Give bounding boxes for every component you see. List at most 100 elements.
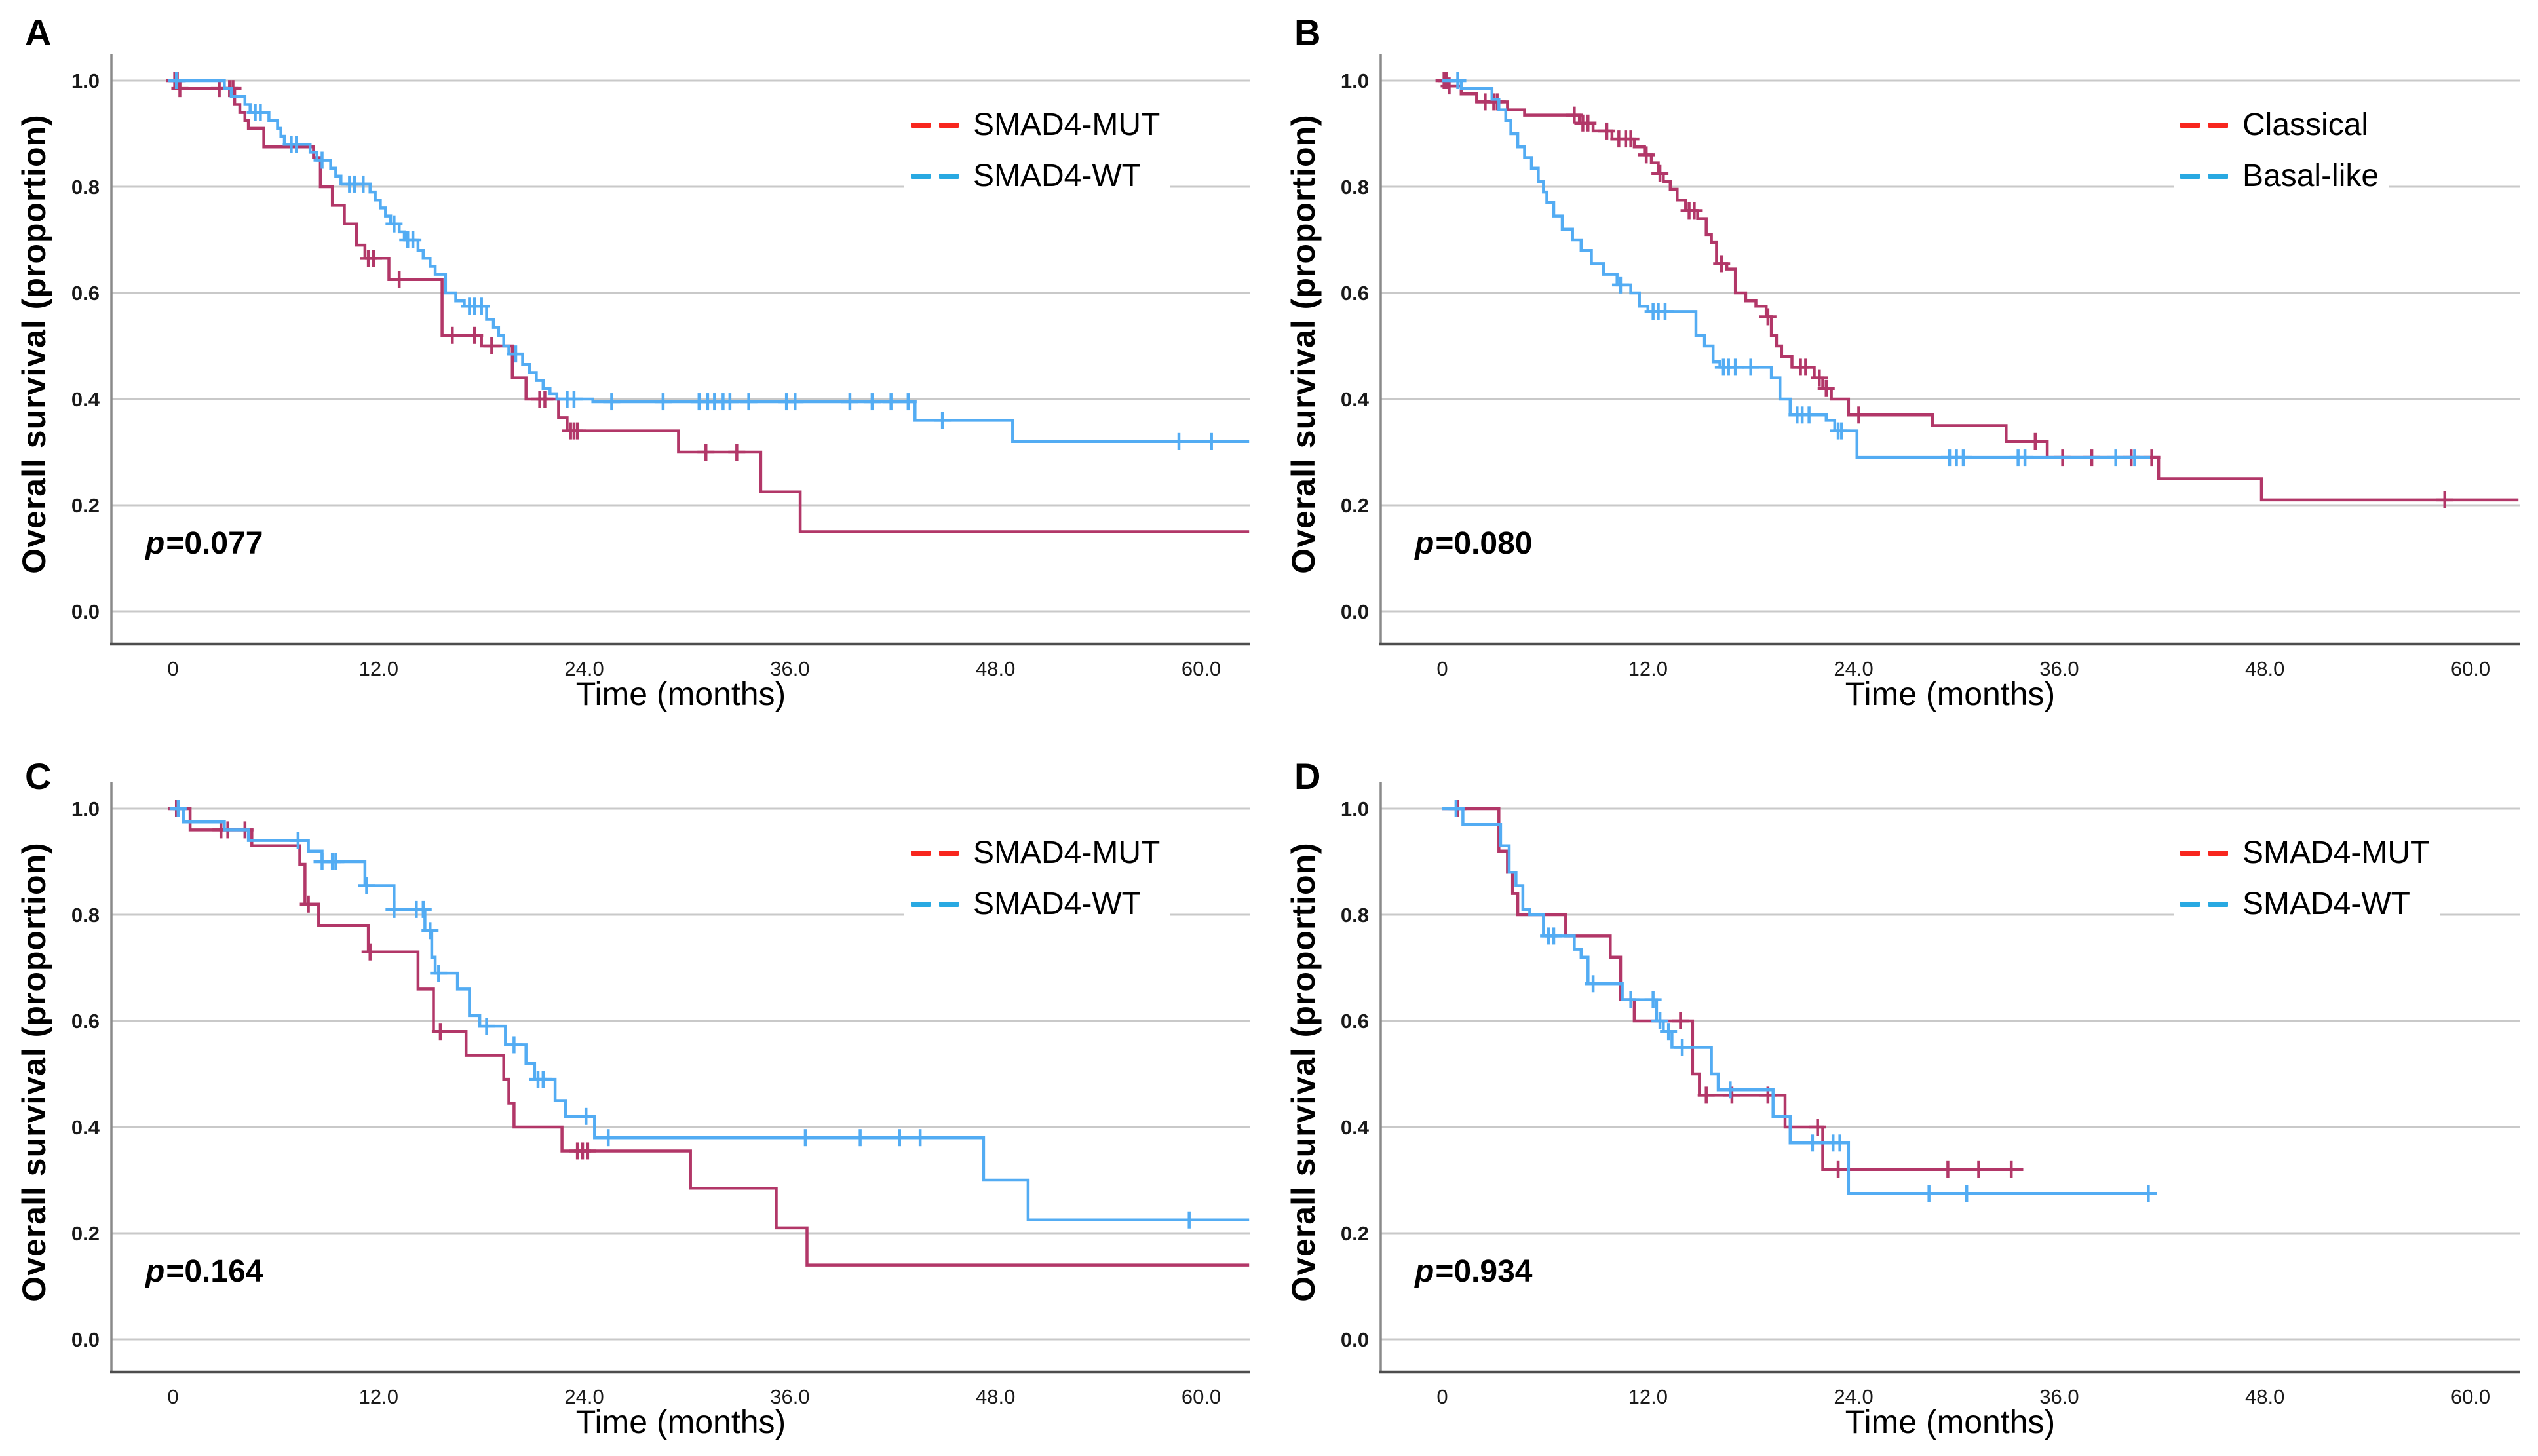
- legend-label: Basal-like: [2242, 159, 2379, 193]
- y-tick-label: 0.8: [1341, 176, 1369, 199]
- y-tick-label: 0.2: [71, 1222, 100, 1245]
- x-tick-label: 24.0: [1834, 657, 1873, 680]
- km-curve-smad4-mut: [173, 79, 1250, 533]
- x-tick-label: 48.0: [976, 657, 1015, 680]
- km-curve-smad4-wt: [173, 79, 1250, 444]
- x-tick-label: 12.0: [1628, 657, 1668, 680]
- y-tick-label: 1.0: [71, 797, 100, 820]
- y-tick-label: 0.6: [1341, 282, 1369, 305]
- y-tick-label: 0.0: [71, 600, 100, 623]
- panel-letter: D: [1294, 756, 1321, 797]
- x-tick-label: 36.0: [770, 1385, 809, 1408]
- legend-item: SMAD4-MUT: [911, 828, 1160, 879]
- km-plot-c: 0.0 0.2 0.4 0.6 0.8 1.0 0 12.0 24.0 36.0 48.0 60.0: [71, 782, 1250, 1408]
- legend-swatch-red-dash-icon: [2180, 123, 2228, 128]
- p-symbol: p: [1415, 1254, 1434, 1289]
- km-curve-smad4-wt: [173, 807, 1250, 1222]
- legend-item: SMAD4-WT: [2180, 879, 2429, 930]
- x-axis-label: Time (months): [1845, 676, 2056, 712]
- y-tick-label: 0.8: [71, 904, 100, 927]
- y-axis-label: Overall survival (proportion): [1285, 114, 1322, 574]
- y-tick-label: 0.8: [71, 176, 100, 199]
- legend-swatch-blue-dash-icon: [911, 174, 959, 179]
- x-tick-label: 36.0: [770, 657, 809, 680]
- y-tick-label: 0.6: [1341, 1010, 1369, 1033]
- p-value: p=0.934: [1415, 1254, 1532, 1290]
- legend-label: SMAD4-WT: [2242, 887, 2410, 921]
- legend-swatch-blue-dash-icon: [2180, 902, 2228, 907]
- y-tick-label: 1.0: [1341, 69, 1369, 92]
- legend-item: SMAD4-WT: [911, 151, 1160, 202]
- legend-label: SMAD4-MUT: [2242, 835, 2430, 870]
- y-tick-label: 0.0: [1341, 600, 1369, 623]
- x-tick-label: 60.0: [1182, 657, 1221, 680]
- legend-label: Classical: [2242, 107, 2369, 142]
- legend-swatch-red-dash-icon: [2180, 851, 2228, 856]
- panel-letter: A: [25, 12, 52, 53]
- x-tick-label: 48.0: [2245, 657, 2284, 680]
- y-tick-label: 0.2: [1341, 1222, 1369, 1245]
- y-tick-label: 0.6: [71, 1010, 100, 1033]
- legend: SMAD4-MUT SMAD4-WT: [904, 97, 1171, 207]
- p-value: p=0.164: [145, 1254, 263, 1290]
- y-tick-label: 0.6: [71, 282, 100, 305]
- x-tick-label: 60.0: [1182, 1385, 1221, 1408]
- legend: SMAD4-MUT SMAD4-WT: [904, 825, 1171, 935]
- panel-a: 0.0 0.2 0.4 0.6 0.8 1.0 0 12.0 24.0 36.0 48.0 60.0 …: [0, 0, 1269, 728]
- x-tick-label: 24.0: [564, 1385, 604, 1408]
- legend-label: SMAD4-MUT: [973, 107, 1161, 142]
- km-plot-b: 0.0 0.2 0.4 0.6 0.8 1.0 0 12.0 24.0 36.0 48.0 60.0: [1341, 54, 2520, 680]
- y-tick-label: 0.8: [1341, 904, 1369, 927]
- legend: SMAD4-MUT SMAD4-WT: [2174, 825, 2440, 935]
- legend-item: SMAD4-MUT: [2180, 828, 2429, 879]
- x-tick-label: 24.0: [564, 657, 604, 680]
- x-tick-label: 48.0: [976, 1385, 1015, 1408]
- y-tick-label: 0.4: [71, 1116, 100, 1139]
- panel-b: 0.0 0.2 0.4 0.6 0.8 1.0 0 12.0 24.0 36.0 48.0 60.0 …: [1269, 0, 2538, 728]
- p-symbol: p: [145, 1254, 165, 1289]
- x-tick-label: 24.0: [1834, 1385, 1873, 1408]
- x-tick-label: 12.0: [359, 657, 398, 680]
- legend-item: SMAD4-MUT: [911, 100, 1160, 151]
- y-tick-label: 0.0: [1341, 1328, 1369, 1351]
- y-tick-label: 0.0: [71, 1328, 100, 1351]
- km-curve-basal-like: [1442, 79, 2150, 459]
- legend-item: Basal-like: [2180, 151, 2379, 202]
- km-curve-smad4-wt: [1442, 807, 2154, 1195]
- x-tick-label: 0: [167, 1385, 178, 1408]
- x-tick-label: 0: [167, 657, 178, 680]
- x-axis-label: Time (months): [1845, 1404, 2056, 1440]
- legend-item: SMAD4-WT: [911, 879, 1160, 930]
- km-curve-smad4-mut: [1442, 807, 2024, 1172]
- y-axis-label: Overall survival (proportion): [16, 842, 52, 1302]
- x-axis-label: Time (months): [575, 676, 786, 712]
- p-number: =0.934: [1435, 1254, 1533, 1289]
- y-tick-label: 0.4: [71, 388, 100, 411]
- y-tick-label: 1.0: [1341, 797, 1369, 820]
- km-plot-a: 0.0 0.2 0.4 0.6 0.8 1.0 0 12.0 24.0 36.0 48.0 60.0: [71, 54, 1250, 680]
- legend-label: SMAD4-MUT: [973, 835, 1161, 870]
- p-number: =0.164: [166, 1254, 263, 1289]
- panel-c: 0.0 0.2 0.4 0.6 0.8 1.0 0 12.0 24.0 36.0 48.0 60.0 …: [0, 728, 1269, 1456]
- y-axis-label: Overall survival (proportion): [16, 114, 52, 574]
- x-tick-label: 12.0: [1628, 1385, 1668, 1408]
- x-tick-label: 60.0: [2451, 657, 2490, 680]
- panel-letter: C: [25, 756, 52, 797]
- x-tick-label: 36.0: [2039, 657, 2079, 680]
- y-tick-label: 0.4: [1341, 388, 1370, 411]
- legend: Classical Basal-like: [2174, 97, 2390, 207]
- x-tick-label: 60.0: [2451, 1385, 2490, 1408]
- x-axis-label: Time (months): [575, 1404, 786, 1440]
- p-value: p=0.077: [145, 526, 263, 562]
- km-plot-d: 0.0 0.2 0.4 0.6 0.8 1.0 0 12.0 24.0 36.0 48.0 60.0: [1341, 782, 2520, 1408]
- legend-label: SMAD4-WT: [973, 887, 1141, 921]
- legend-swatch-red-dash-icon: [911, 851, 959, 856]
- p-value: p=0.080: [1415, 526, 1532, 562]
- x-tick-label: 36.0: [2039, 1385, 2079, 1408]
- x-tick-label: 0: [1436, 1385, 1448, 1408]
- panel-d: 0.0 0.2 0.4 0.6 0.8 1.0 0 12.0 24.0 36.0 48.0 60.0 …: [1269, 728, 2538, 1456]
- y-tick-label: 0.4: [1341, 1116, 1370, 1139]
- km-curve-smad4-mut: [173, 807, 1250, 1267]
- x-tick-label: 12.0: [359, 1385, 398, 1408]
